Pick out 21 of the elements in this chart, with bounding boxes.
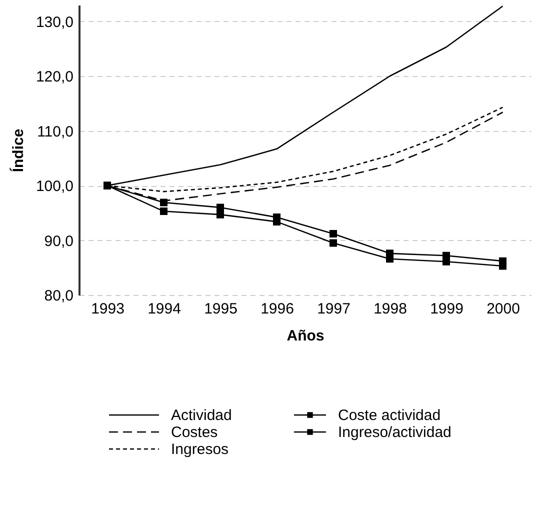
x-tick-label: 1997 (317, 300, 350, 318)
x-tick-label: 2000 (486, 300, 520, 318)
y-tick-label: 80,0 (44, 288, 74, 304)
y-axis-title: Índice (8, 128, 27, 172)
x-tick-label: 1996 (260, 300, 294, 318)
legend-label: Costes (171, 424, 218, 441)
y-tick-label: 120,0 (36, 68, 74, 86)
y-tick-label: 100,0 (36, 178, 74, 196)
x-tick-label: 1994 (148, 300, 181, 318)
x-axis-title: Años (286, 328, 324, 344)
x-tick-label: 1999 (430, 300, 464, 318)
x-tick-label: 1995 (204, 300, 238, 318)
legend-label: Ingreso/actividad (338, 424, 452, 441)
y-tick-label: 130,0 (36, 14, 74, 31)
y-tick-label: 90,0 (44, 232, 74, 250)
x-tick-label: 1998 (374, 300, 407, 318)
legend-label: Actividad (171, 407, 232, 424)
legend-label: Ingresos (171, 441, 229, 458)
y-tick-label: 110,0 (37, 123, 74, 140)
x-tick-label: 1993 (91, 300, 124, 318)
legend-label: Coste actividad (338, 407, 441, 424)
